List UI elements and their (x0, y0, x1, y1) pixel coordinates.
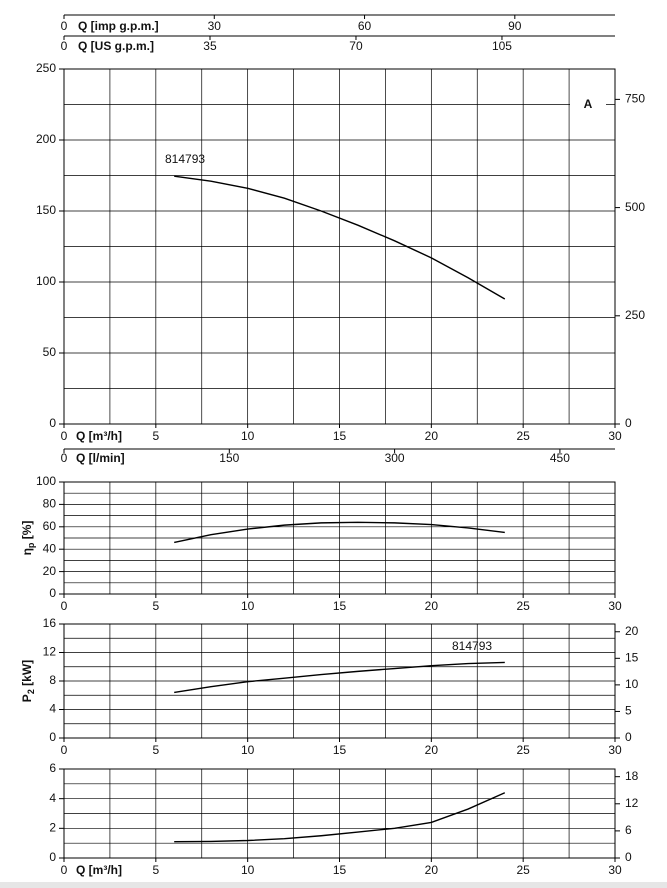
y2-tick-label: 250 (625, 308, 645, 322)
y-tick-label: 0 (49, 586, 56, 600)
axis2-label: Q [l/min] (76, 451, 125, 465)
bottom-strip (0, 882, 667, 888)
x-axis-label: Q [m³/h] (76, 863, 122, 877)
y-tick-label: 6 (49, 761, 56, 775)
y-tick-label: 80 (43, 497, 57, 511)
x-tick-label: 15 (333, 429, 347, 443)
x-tick-label: 25 (516, 863, 530, 877)
label-part: p (26, 542, 36, 548)
annotation: A (584, 97, 593, 111)
series-label: 814793 (452, 639, 492, 653)
x-tick-label: 30 (608, 743, 622, 757)
x-axis-label: Q [m³/h] (76, 429, 122, 443)
y-axis-label: P2 [kW] (20, 660, 36, 702)
x-tick-label: 25 (516, 743, 530, 757)
x-tick-label: 25 (516, 599, 530, 613)
x-tick-label: 0 (61, 863, 68, 877)
y-tick-label: 0 (49, 850, 56, 864)
y2-tick-label: 0 (625, 730, 632, 744)
y-tick-label: 40 (43, 541, 57, 555)
y-tick-label: 2 (49, 821, 56, 835)
y-tick-label: 20 (43, 564, 57, 578)
y-tick-label: 16 (43, 616, 57, 630)
x-tick-label: 0 (61, 743, 68, 757)
y-tick-label: 0 (49, 730, 56, 744)
top-axis-tick-label: 0 (61, 19, 68, 33)
y-tick-label: 200 (36, 132, 56, 146)
top-axis-tick-label: 70 (349, 39, 363, 53)
y2-tick-label: 5 (625, 704, 632, 718)
x-tick-label: 5 (152, 863, 159, 877)
x-tick-label: 10 (241, 863, 255, 877)
x-tick-label: 15 (333, 599, 347, 613)
top-axis-tick-label: 60 (358, 19, 372, 33)
y2-tick-label: 18 (625, 769, 639, 783)
axis2-tick-label: 300 (385, 451, 405, 465)
top-axis-tick-label: 105 (492, 39, 512, 53)
top-axis-tick-label: 30 (208, 19, 222, 33)
y-tick-label: 100 (36, 274, 56, 288)
x-tick-label: 15 (333, 863, 347, 877)
y2-tick-label: 6 (625, 823, 632, 837)
y-tick-label: 12 (43, 645, 57, 659)
x-tick-label: 0 (61, 599, 68, 613)
x-tick-label: 30 (608, 863, 622, 877)
x-tick-label: 30 (608, 599, 622, 613)
y2-tick-label: 500 (625, 200, 645, 214)
y2-tick-label: 0 (625, 850, 632, 864)
x-tick-label: 5 (152, 599, 159, 613)
y-tick-label: 4 (49, 702, 56, 716)
label-part: 2 (26, 689, 36, 694)
y-tick-label: 150 (36, 203, 56, 217)
annotation-bg (570, 86, 606, 122)
x-tick-label: 10 (241, 599, 255, 613)
label-part: [%] (20, 521, 34, 543)
curve (174, 792, 506, 843)
curve (174, 521, 505, 544)
y2-tick-label: 0 (625, 416, 632, 430)
y-tick-label: 0 (49, 416, 56, 430)
x-tick-label: 5 (152, 429, 159, 443)
x-tick-label: 0 (61, 429, 68, 443)
axis2-tick-label: 0 (61, 451, 68, 465)
x-tick-label: 20 (425, 863, 439, 877)
y-tick-label: 60 (43, 519, 57, 533)
top-axis-tick-label: 35 (203, 39, 217, 53)
y2-tick-label: 15 (625, 650, 639, 664)
x-tick-label: 15 (333, 743, 347, 757)
y-tick-label: 100 (36, 474, 56, 488)
x-tick-label: 30 (608, 429, 622, 443)
x-tick-label: 20 (425, 743, 439, 757)
x-tick-label: 10 (241, 429, 255, 443)
label-part: η (20, 548, 34, 555)
y-tick-label: 50 (43, 345, 57, 359)
x-tick-label: 20 (425, 599, 439, 613)
x-tick-label: 20 (425, 429, 439, 443)
y-tick-label: 8 (49, 673, 56, 687)
axis2-tick-label: 150 (219, 451, 239, 465)
curve (174, 175, 506, 300)
x-tick-label: 25 (516, 429, 530, 443)
axis2-tick-label: 450 (550, 451, 570, 465)
y-tick-label: 4 (49, 791, 56, 805)
curve (174, 661, 505, 694)
top-axis-label: Q [US g.p.m.] (78, 39, 154, 53)
y2-tick-label: 20 (625, 624, 639, 638)
top-axis-tick-label: 90 (508, 19, 522, 33)
top-axis-tick-label: 0 (61, 39, 68, 53)
label-part: P (20, 694, 34, 702)
y-tick-label: 250 (36, 61, 56, 75)
top-axis-label: Q [imp g.p.m.] (78, 19, 159, 33)
series-label: 814793 (165, 152, 205, 166)
y2-tick-label: 750 (625, 92, 645, 106)
label-part: [kW] (20, 660, 34, 689)
x-tick-label: 10 (241, 743, 255, 757)
y-axis-label: ηp [%] (20, 521, 36, 556)
y2-tick-label: 12 (625, 796, 639, 810)
x-tick-label: 5 (152, 743, 159, 757)
y2-tick-label: 10 (625, 677, 639, 691)
